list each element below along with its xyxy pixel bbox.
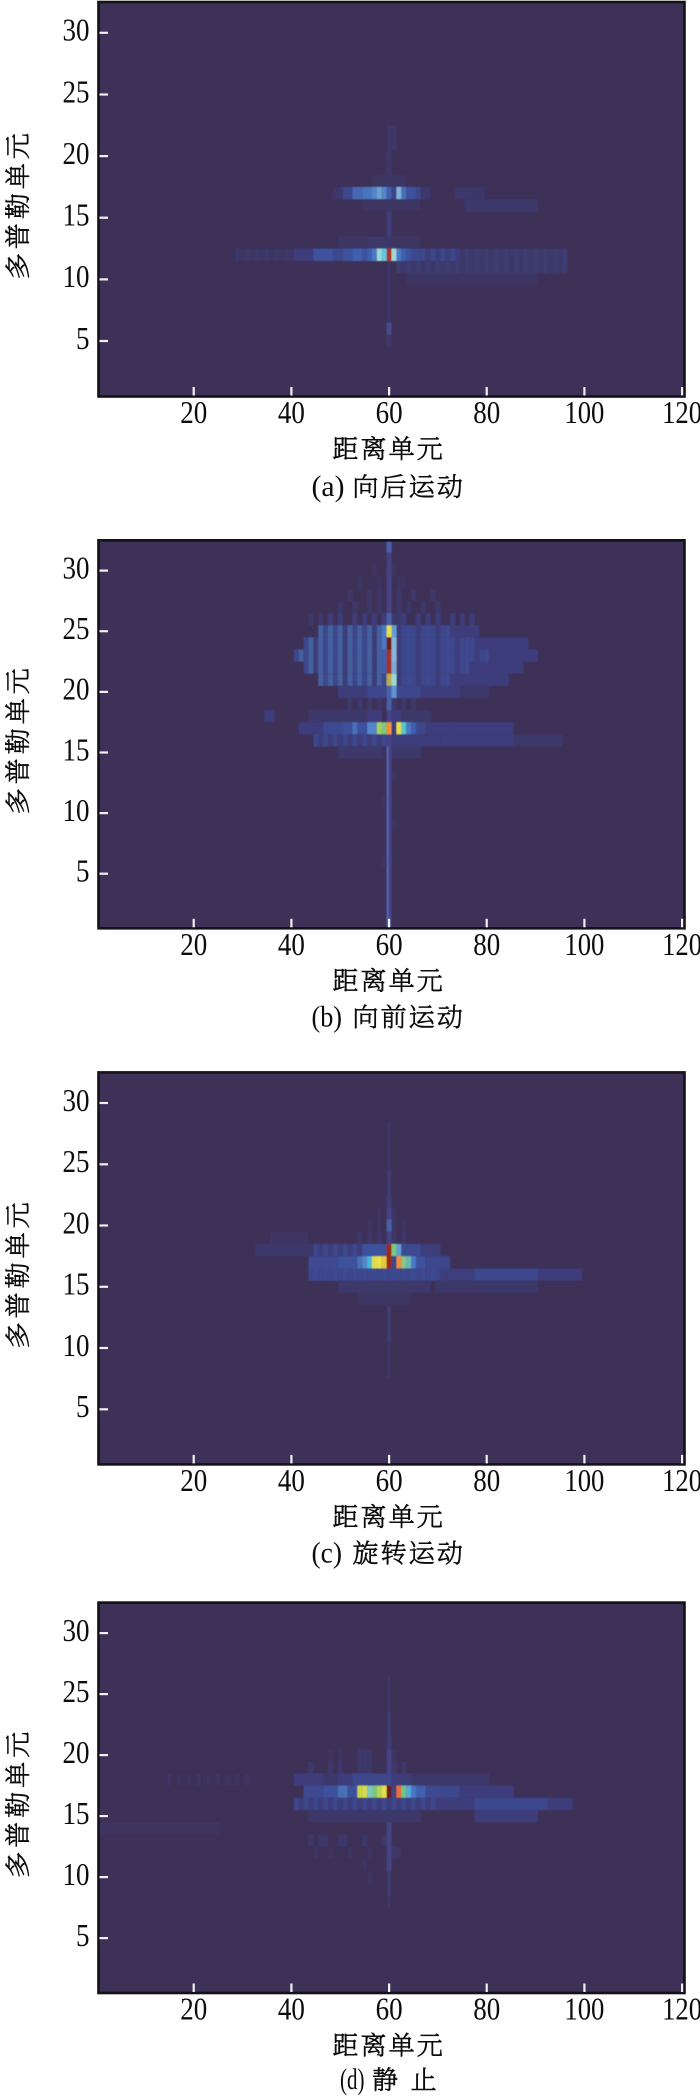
svg-text:40: 40 bbox=[278, 1462, 305, 1498]
svg-text:100: 100 bbox=[564, 926, 604, 962]
svg-text:100: 100 bbox=[564, 1991, 604, 2027]
svg-text:20: 20 bbox=[180, 1462, 207, 1498]
svg-text:60: 60 bbox=[376, 394, 403, 430]
svg-text:25: 25 bbox=[63, 1143, 90, 1179]
svg-text:80: 80 bbox=[473, 1991, 500, 2027]
svg-text:20: 20 bbox=[63, 1204, 90, 1240]
svg-text:120: 120 bbox=[662, 1991, 700, 2027]
svg-text:10: 10 bbox=[63, 258, 90, 294]
svg-text:(b): (b) bbox=[312, 1000, 343, 1033]
svg-text:30: 30 bbox=[63, 12, 90, 48]
svg-text:20: 20 bbox=[63, 671, 90, 707]
svg-text:60: 60 bbox=[376, 926, 403, 962]
svg-text:40: 40 bbox=[278, 926, 305, 962]
svg-text:15: 15 bbox=[63, 197, 90, 233]
svg-text:(c): (c) bbox=[312, 1536, 343, 1569]
svg-text:80: 80 bbox=[473, 394, 500, 430]
svg-text:10: 10 bbox=[63, 792, 90, 828]
svg-text:15: 15 bbox=[63, 1795, 90, 1831]
svg-text:(d): (d) bbox=[340, 2063, 365, 2096]
svg-text:120: 120 bbox=[662, 926, 700, 962]
svg-text:20: 20 bbox=[63, 1734, 90, 1770]
svg-text:80: 80 bbox=[473, 926, 500, 962]
svg-text:5: 5 bbox=[76, 1917, 90, 1953]
svg-text:120: 120 bbox=[662, 1462, 700, 1498]
svg-text:20: 20 bbox=[63, 135, 90, 171]
svg-text:30: 30 bbox=[63, 549, 90, 585]
svg-text:60: 60 bbox=[376, 1991, 403, 2027]
svg-text:20: 20 bbox=[180, 1991, 207, 2027]
svg-text:100: 100 bbox=[564, 394, 604, 430]
svg-text:25: 25 bbox=[63, 1673, 90, 1709]
svg-text:40: 40 bbox=[278, 394, 305, 430]
svg-text:120: 120 bbox=[662, 394, 700, 430]
svg-text:20: 20 bbox=[180, 394, 207, 430]
svg-text:5: 5 bbox=[76, 853, 90, 889]
svg-text:5: 5 bbox=[76, 320, 90, 356]
svg-text:60: 60 bbox=[376, 1462, 403, 1498]
svg-text:80: 80 bbox=[473, 1462, 500, 1498]
svg-text:25: 25 bbox=[63, 73, 90, 109]
svg-text:15: 15 bbox=[63, 1266, 90, 1302]
svg-text:(a): (a) bbox=[312, 470, 345, 503]
svg-text:30: 30 bbox=[63, 1082, 90, 1118]
svg-text:20: 20 bbox=[180, 926, 207, 962]
svg-text:30: 30 bbox=[63, 1612, 90, 1648]
svg-text:25: 25 bbox=[63, 610, 90, 646]
svg-text:100: 100 bbox=[564, 1462, 604, 1498]
svg-text:15: 15 bbox=[63, 731, 90, 767]
svg-text:40: 40 bbox=[278, 1991, 305, 2027]
svg-text:10: 10 bbox=[63, 1856, 90, 1892]
svg-text:10: 10 bbox=[63, 1327, 90, 1363]
svg-text:5: 5 bbox=[76, 1388, 90, 1424]
